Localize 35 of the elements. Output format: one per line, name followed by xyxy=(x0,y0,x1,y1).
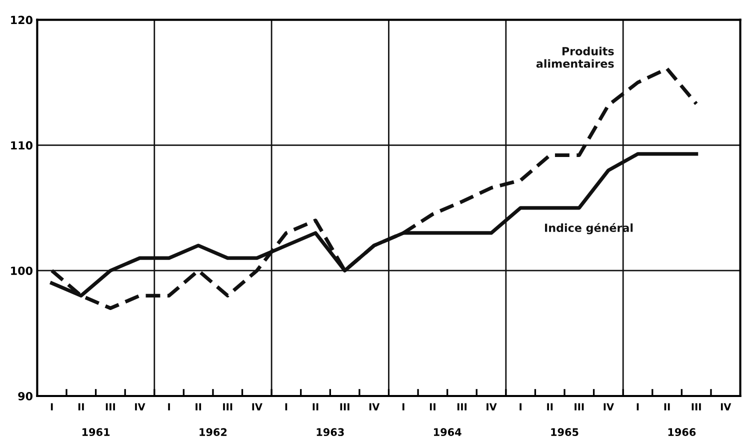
x-tick-label: II xyxy=(430,403,436,410)
x-tick-label: IV xyxy=(486,403,497,410)
y-tick-label: 110 xyxy=(11,141,33,150)
x-tick-label: I xyxy=(285,403,288,410)
y-tick-label: 90 xyxy=(18,392,32,400)
text: 1964 xyxy=(434,428,462,436)
y-tick-label: 100 xyxy=(11,266,33,275)
x-tick-label: IV xyxy=(369,403,380,410)
x-tick-label: IV xyxy=(604,403,614,410)
text: 1961 xyxy=(82,428,110,436)
x-tick-label: IV xyxy=(720,403,732,410)
x-tick-label: III xyxy=(457,403,467,410)
x-tick-label: I xyxy=(636,403,639,410)
text: 1965 xyxy=(551,428,578,436)
text: 1966 xyxy=(668,428,696,436)
x-tick-label: II xyxy=(78,403,84,410)
x-tick-label: I xyxy=(402,403,404,410)
x-tick-label: III xyxy=(223,403,232,410)
text: 1962 xyxy=(200,428,227,436)
x-tick-label: II xyxy=(196,403,202,410)
x-tick-label: IV xyxy=(135,403,146,410)
x-tick-label: II xyxy=(547,403,553,410)
x-tick-label: III xyxy=(692,403,701,410)
text: 1963 xyxy=(316,428,344,436)
text: Produits alimentaires xyxy=(536,46,614,68)
x-tick-label: IV xyxy=(252,403,262,410)
x-tick-label: III xyxy=(340,403,350,410)
x-tick-label: I xyxy=(50,403,53,410)
x-tick-label: I xyxy=(168,403,170,410)
x-tick-label: I xyxy=(520,403,522,410)
x-tick-label: III xyxy=(574,403,584,410)
x-tick-label: II xyxy=(312,403,318,410)
x-tick-label: II xyxy=(664,403,670,410)
y-tick-label: 120 xyxy=(11,16,33,24)
x-tick-label: III xyxy=(106,403,115,410)
